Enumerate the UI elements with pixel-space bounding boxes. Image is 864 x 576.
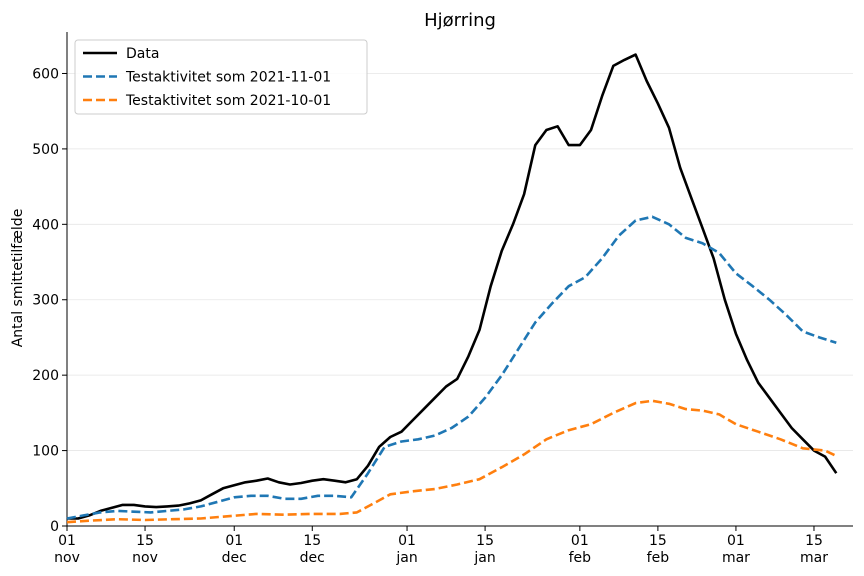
- series-line-1: [67, 53, 838, 520]
- x-tick-label-day: 01: [225, 533, 243, 549]
- y-tick-label: 600: [32, 66, 59, 82]
- legend-label-2: Testaktivitet som 2021-11-01: [125, 70, 331, 86]
- legend-label-3: Testaktivitet som 2021-10-01: [125, 93, 331, 109]
- legend-label-1: Data: [126, 46, 159, 62]
- x-tick-label-month: mar: [800, 550, 828, 566]
- x-tick-label-day: 01: [571, 533, 589, 549]
- y-axis-label: Antal smittetilfælde: [10, 209, 26, 348]
- x-tick-label-month: mar: [722, 550, 750, 566]
- x-tick-label-month: feb: [647, 550, 670, 566]
- x-tick-label-day: 15: [805, 533, 823, 549]
- x-tick-label-day: 01: [58, 533, 76, 549]
- y-tick-label: 200: [32, 368, 59, 384]
- x-tick-label-month: nov: [132, 550, 158, 566]
- legend: Data Testaktivitet som 2021-11-01 Testakti…: [74, 39, 368, 115]
- x-tick-label-day: 01: [727, 533, 745, 549]
- x-tick-label-day: 15: [136, 533, 154, 549]
- x-tick-label-month: feb: [569, 550, 592, 566]
- x-tick-label-month: jan: [395, 550, 417, 566]
- y-tick-label: 100: [32, 444, 59, 460]
- series-lines: [66, 53, 838, 524]
- x-tick-label-day: 01: [398, 533, 416, 549]
- axes: [62, 32, 853, 531]
- x-tick-label-month: dec: [222, 550, 247, 566]
- x-tick-label-day: 15: [476, 533, 494, 549]
- series-line-2: [66, 215, 837, 520]
- x-tick-label-day: 15: [649, 533, 667, 549]
- y-tick-label: 300: [32, 293, 59, 309]
- chart-title: Hjørring: [424, 10, 496, 31]
- series-line-3: [66, 399, 837, 524]
- tick-labels: 010020030040050060001nov15nov01dec15dec0…: [32, 66, 828, 566]
- x-tick-label-month: dec: [300, 550, 325, 566]
- x-tick-label-month: nov: [54, 550, 80, 566]
- y-tick-label: 400: [32, 217, 59, 233]
- x-tick-label-month: jan: [473, 550, 495, 566]
- y-tick-label: 500: [32, 142, 59, 158]
- gridlines: [67, 73, 853, 451]
- y-tick-label: 0: [50, 519, 59, 535]
- x-tick-label-day: 15: [303, 533, 321, 549]
- legend-box: [74, 39, 368, 115]
